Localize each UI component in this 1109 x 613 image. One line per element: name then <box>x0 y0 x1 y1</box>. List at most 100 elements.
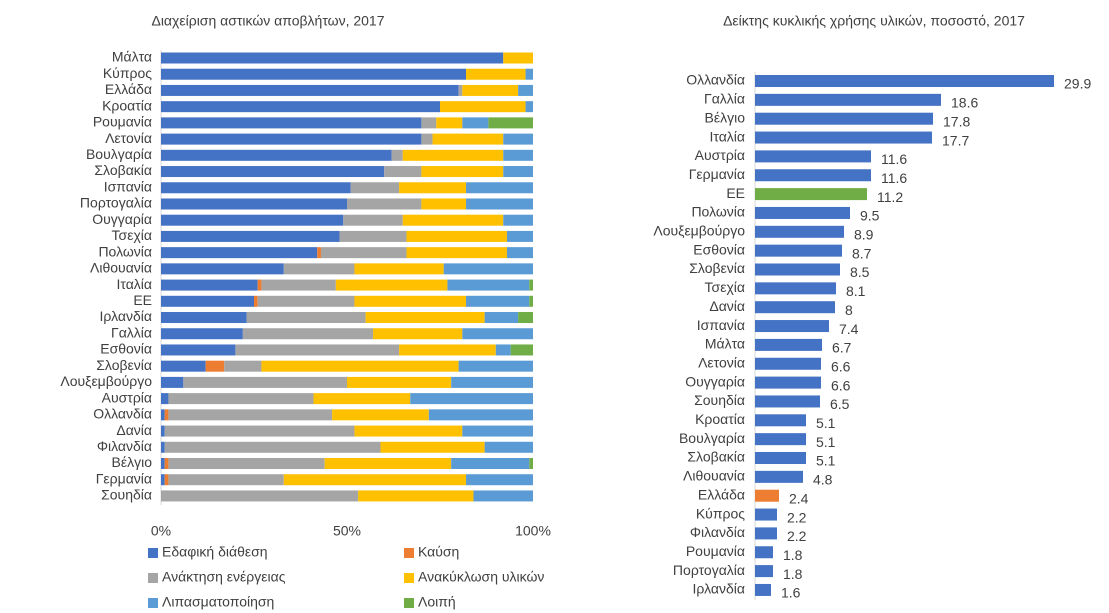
bar-segment <box>161 312 247 324</box>
bar-segment <box>261 279 336 291</box>
bar <box>755 470 803 483</box>
bar-segment <box>161 247 318 259</box>
bar-segment <box>421 198 467 210</box>
bar-segment <box>161 101 440 113</box>
bar-segment <box>428 409 533 421</box>
bar-segment <box>506 230 533 242</box>
y-tick-label: Βέλγιο <box>112 454 153 470</box>
bar-segment <box>350 182 400 194</box>
bar-segment <box>261 360 459 372</box>
y-tick-label: Ιταλία <box>709 128 745 144</box>
bar-segment <box>443 263 533 275</box>
y-tick-label: Ιταλία <box>116 276 152 292</box>
bar-segment <box>406 247 507 259</box>
bar-segment <box>462 84 519 96</box>
bar <box>755 244 842 257</box>
y-tick-label: Σουηδία <box>694 392 745 408</box>
bar-segment <box>246 312 366 324</box>
y-tick-label: Ολλανδία <box>93 406 152 422</box>
data-label: 11.6 <box>881 151 907 167</box>
data-label: 17.7 <box>942 132 969 148</box>
bar-segment <box>399 182 467 194</box>
bar-segment <box>161 68 467 80</box>
bar-segment <box>164 409 169 421</box>
bar-segment <box>488 117 533 129</box>
y-tick-label: Κύπρος <box>696 505 745 521</box>
x-tick-label: 50% <box>333 523 361 539</box>
bar-segment <box>161 474 165 486</box>
bar-segment <box>168 458 325 469</box>
y-tick-label: Πορτογαλία <box>673 562 745 578</box>
legend-label: Ανακύκλωση υλικών <box>418 569 544 585</box>
bar <box>755 583 771 596</box>
bar <box>755 376 821 389</box>
bar-segment <box>503 149 533 161</box>
bar <box>755 188 867 201</box>
bar-segment <box>161 52 504 64</box>
bar-segment <box>440 101 526 113</box>
bar-segment <box>451 458 530 469</box>
bar-segment <box>466 474 533 486</box>
bar-segment <box>164 441 381 453</box>
bar <box>755 75 1054 87</box>
bar-segment <box>462 328 533 340</box>
chart-title: Δείκτης κυκλικής χρήσης υλικών, ποσοστό,… <box>723 13 1025 29</box>
y-tick-label: Γερμανία <box>96 470 152 486</box>
bar-segment <box>320 247 407 259</box>
bar-segment <box>161 279 258 291</box>
y-tick-label: Ιρλανδία <box>693 581 745 597</box>
bar-segment <box>373 328 463 340</box>
bar-segment <box>347 376 452 388</box>
bar <box>755 225 844 238</box>
bar <box>755 395 820 408</box>
data-label: 11.6 <box>881 170 907 186</box>
bar-segment <box>354 295 467 307</box>
bar-segment <box>391 149 403 161</box>
legend-label: Εδαφική διάθεση <box>162 544 268 560</box>
y-tick-label: Εσθονία <box>100 341 152 357</box>
bar <box>755 489 779 502</box>
bar-segment <box>183 376 347 388</box>
legend-swatch <box>404 573 414 583</box>
data-label: 4.8 <box>813 472 833 488</box>
y-tick-label: Πορτογαλία <box>80 195 152 211</box>
bar-segment <box>161 425 165 437</box>
y-tick-label: Ελλάδα <box>105 81 152 97</box>
bar-segment <box>283 474 467 486</box>
y-tick-label: Τσεχία <box>705 279 745 295</box>
bar-segment <box>432 133 504 145</box>
bar-segment <box>436 117 463 129</box>
bar <box>755 206 850 219</box>
bar-segment <box>529 295 533 307</box>
bar-segment <box>224 360 262 372</box>
legend-swatch <box>148 598 158 608</box>
bar-segment <box>161 117 422 129</box>
y-tick-label: Λουξεμβούργο <box>653 223 745 239</box>
bar <box>755 357 821 370</box>
bar <box>755 112 933 125</box>
data-label: 11.2 <box>877 189 903 205</box>
y-tick-label: Ολλανδία <box>686 72 745 88</box>
bar <box>755 414 806 427</box>
y-tick-label: Βουλγαρία <box>86 146 152 162</box>
bar-segment <box>168 474 284 486</box>
data-label: 5.1 <box>816 434 836 450</box>
y-tick-label: Σλοβακία <box>94 162 152 178</box>
bar-segment <box>354 263 444 275</box>
y-tick-label: Αυστρία <box>695 147 745 163</box>
legend-label: Λιπασματοποίηση <box>162 594 274 610</box>
bar-segment <box>503 133 533 145</box>
bar-segment <box>161 409 165 421</box>
data-label: 8.5 <box>850 264 870 280</box>
x-tick-label: 100% <box>515 523 551 539</box>
legend-label: Καύση <box>418 544 459 560</box>
bar-segment <box>495 344 511 356</box>
data-label: 6.6 <box>831 377 851 393</box>
data-label: 2.4 <box>789 490 809 506</box>
bar <box>755 433 806 446</box>
bar-segment <box>503 214 533 226</box>
bar-segment <box>235 344 400 356</box>
bar-segment <box>161 490 359 502</box>
data-label: 1.8 <box>783 547 803 563</box>
